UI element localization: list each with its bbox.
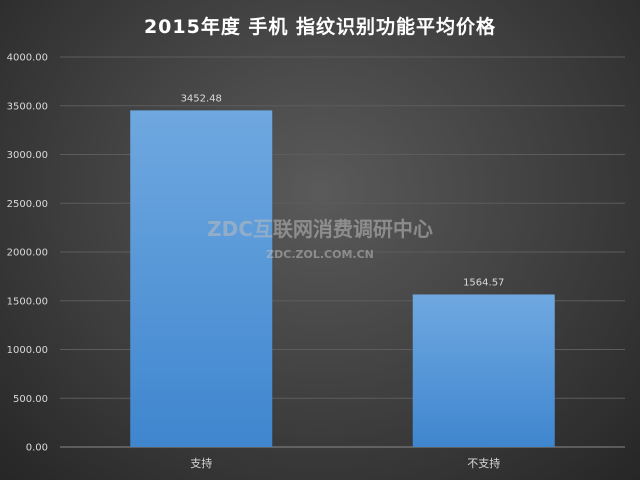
watermark-main: ZDC互联网消费调研中心 — [207, 217, 433, 241]
y-tick-label: 2500.00 — [7, 199, 48, 210]
data-label: 3452.48 — [181, 93, 222, 104]
y-tick-label: 4000.00 — [7, 53, 48, 64]
y-tick-label: 1500.00 — [7, 296, 48, 307]
y-axis-ticks: 0.00 500.00 1000.00 1500.00 2000.00 2500.00 30… — [7, 53, 48, 454]
bar — [412, 294, 555, 447]
data-label: 1564.57 — [463, 277, 504, 288]
x-category-label: 不支持 — [467, 456, 500, 470]
y-tick-label: 3000.00 — [7, 150, 48, 161]
watermark-sub: ZDC.ZOL.COM.CN — [266, 248, 374, 261]
y-tick-label: 1000.00 — [7, 345, 48, 356]
y-tick-label: 500.00 — [13, 394, 48, 405]
data-labels: 3452.48 1564.57 — [181, 93, 505, 288]
chart-title: 2015年度 手机 指纹识别功能平均价格 — [143, 16, 497, 38]
x-axis-categories: 支持 不支持 — [190, 456, 500, 470]
y-tick-label: 3500.00 — [7, 101, 48, 112]
y-tick-label: 0.00 — [26, 443, 48, 454]
y-tick-label: 2000.00 — [7, 248, 48, 259]
bar — [130, 110, 273, 447]
x-category-label: 支持 — [190, 456, 212, 470]
bars — [130, 110, 555, 447]
